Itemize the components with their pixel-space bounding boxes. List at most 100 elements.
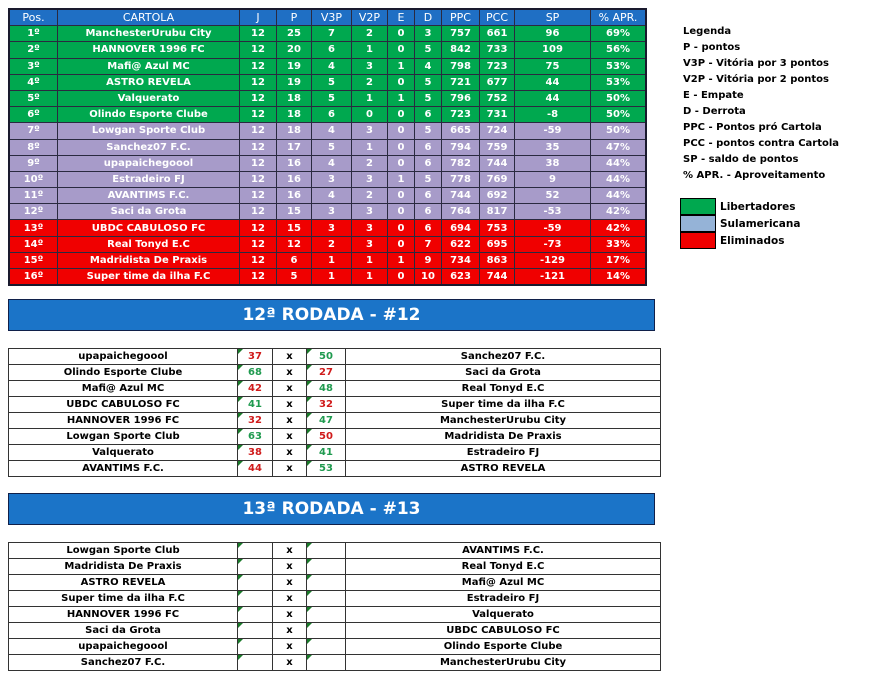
standings-cell: 3 [351, 57, 388, 75]
standings-cell: 12 [239, 203, 277, 221]
standings-cell: 759 [479, 138, 515, 156]
versus: x [272, 622, 307, 639]
standings-cell: 52 [514, 187, 591, 205]
standings-cell: -129 [514, 251, 591, 270]
column-header: PPC [441, 8, 480, 27]
round-13-matches: Lowgan Sporte Club x AVANTIMS F.C. Madridis… [8, 542, 661, 671]
standings-cell: 5 [414, 89, 442, 108]
standings-cell: 9 [414, 251, 442, 270]
standings-row: 14º Real Tonyd E.C 12 12 2 3 0 7 622 695 -73 33% [8, 235, 647, 253]
home-team: Super time da ilha F.C [8, 590, 238, 607]
standings-cell: Lowgan Sporte Club [57, 122, 240, 140]
away-score: 41 [306, 444, 346, 461]
standings-row: 4º ASTRO REVELA 12 19 5 2 0 5 721 677 44 53% [8, 73, 647, 91]
standings-row: 3º Mafi@ Azul MC 12 19 4 3 1 4 798 723 75 53% [8, 57, 647, 75]
away-team: ASTRO REVELA [345, 460, 661, 477]
standings-cell: Real Tonyd E.C [57, 235, 240, 253]
away-team: Valquerato [345, 606, 661, 623]
versus: x [272, 638, 307, 655]
standings-cell: 6 [414, 219, 442, 237]
versus: x [272, 396, 307, 413]
standings-cell: ASTRO REVELA [57, 73, 240, 91]
standings-cell: 744 [479, 154, 515, 172]
standings-cell: 14% [590, 268, 647, 286]
match-row: Olindo Esporte Clube 68 x 27 Saci da Grota [8, 364, 661, 381]
standings-cell: 12 [239, 25, 277, 43]
away-score: 27 [306, 364, 346, 381]
column-header: J [239, 8, 277, 27]
standings-cell: 19 [276, 73, 312, 91]
column-header: E [387, 8, 415, 27]
standings-cell: 694 [441, 219, 480, 237]
standings-row: 1º ManchesterUrubu City 12 25 7 2 0 3 757 661 96 69… [8, 25, 647, 43]
standings-cell: 0 [387, 73, 415, 91]
standings-cell: 12 [276, 235, 312, 253]
standings-cell: 12 [239, 73, 277, 91]
standings-cell: 12 [239, 187, 277, 205]
away-score: 50 [306, 428, 346, 445]
versus: x [272, 654, 307, 671]
match-row: upapaichegoool 37 x 50 Sanchez07 F.C. [8, 348, 661, 365]
standings-row: 8º Sanchez07 F.C. 12 17 5 1 0 6 794 759 35 47% [8, 138, 647, 156]
legend-item: Legenda [683, 26, 732, 37]
standings-cell: 0 [387, 154, 415, 172]
standings-cell: 733 [479, 41, 515, 59]
standings-cell: 33% [590, 235, 647, 253]
standings-cell: 798 [441, 57, 480, 75]
away-score: 50 [306, 348, 346, 365]
standings-row: 11º AVANTIMS F.C. 12 16 4 2 0 6 744 692 52 44% [8, 187, 647, 205]
standings-cell: 3 [351, 170, 388, 189]
standings-cell: 1 [387, 89, 415, 108]
away-team: Madridista De Praxis [345, 428, 661, 445]
standings-cell: 1º [8, 25, 58, 43]
standings-cell: 3 [351, 203, 388, 221]
match-row: HANNOVER 1996 FC 32 x 47 ManchesterUrubu Cit… [8, 412, 661, 429]
standings-cell: 721 [441, 73, 480, 91]
away-score [306, 542, 346, 559]
standings-cell: 12 [239, 154, 277, 172]
match-row: Lowgan Sporte Club 63 x 50 Madridista De Pra… [8, 428, 661, 445]
standings-cell: 47% [590, 138, 647, 156]
standings-cell: 5 [311, 89, 352, 108]
standings-cell: 3 [311, 219, 352, 237]
standings-cell: 0 [387, 41, 415, 59]
match-row: Saci da Grota x UBDC CABULOSO FC [8, 622, 661, 639]
standings-cell: 0 [387, 106, 415, 124]
away-team: Super time da ilha F.C [345, 396, 661, 413]
zone-label: Eliminados [720, 234, 785, 247]
standings-cell: 42% [590, 219, 647, 237]
column-header: D [414, 8, 442, 27]
standings-table: Pos. CARTOLA J P V3P V2P E D PPC PCC SP% APR. 1º Ma… [8, 8, 647, 287]
home-team: Madridista De Praxis [8, 558, 238, 575]
standings-cell: 12 [239, 219, 277, 237]
standings-cell: 4 [414, 57, 442, 75]
versus: x [272, 590, 307, 607]
home-team: HANNOVER 1996 FC [8, 412, 238, 429]
versus: x [272, 412, 307, 429]
standings-cell: 6 [414, 106, 442, 124]
versus: x [272, 380, 307, 397]
standings-cell: 12 [239, 268, 277, 286]
standings-cell: 6 [311, 41, 352, 59]
standings-cell: 731 [479, 106, 515, 124]
match-row: Sanchez07 F.C. x ManchesterUrubu City [8, 654, 661, 671]
standings-cell: Sanchez07 F.C. [57, 138, 240, 156]
standings-header-row: Pos. CARTOLA J P V3P V2P E D PPC PCC SP% APR. [8, 8, 647, 27]
away-score [306, 606, 346, 623]
home-team: upapaichegoool [8, 348, 238, 365]
home-score [237, 574, 273, 591]
standings-cell: 9º [8, 154, 58, 172]
standings-cell: 3º [8, 57, 58, 75]
standings-cell: 12 [239, 106, 277, 124]
standings-cell: 4 [311, 187, 352, 205]
standings-cell: 42% [590, 203, 647, 221]
standings-cell: 5 [414, 170, 442, 189]
legend-item: % APR. - Aproveitamento [683, 170, 826, 181]
standings-cell: 17 [276, 138, 312, 156]
standings-cell: 6 [276, 251, 312, 270]
standings-cell: 764 [441, 203, 480, 221]
standings-row: 15º Madridista De Praxis 12 6 1 1 1 9 734 863 -129… [8, 251, 647, 270]
away-score [306, 622, 346, 639]
standings-cell: 0 [387, 203, 415, 221]
standings-cell: 1 [387, 251, 415, 270]
